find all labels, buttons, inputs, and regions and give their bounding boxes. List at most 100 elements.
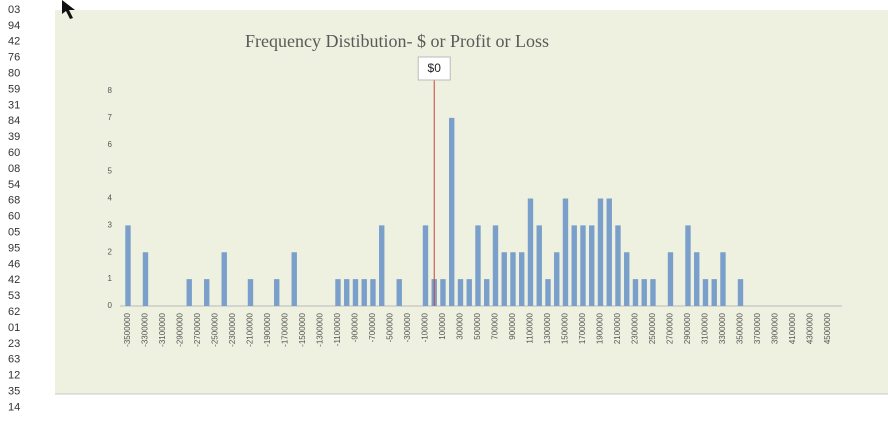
y-tick-label: 5 — [108, 167, 113, 176]
bar — [396, 279, 402, 306]
x-tick-label: 3900000 — [771, 312, 780, 344]
x-tick-label: -2900000 — [176, 312, 185, 346]
row-label: 60 — [8, 147, 20, 159]
row-label: 94 — [8, 20, 20, 32]
x-tick-label: 1700000 — [578, 312, 587, 344]
bar — [667, 252, 674, 306]
x-tick-label: -700000 — [368, 312, 377, 342]
row-label: 63 — [8, 354, 20, 366]
bar — [632, 279, 639, 306]
x-tick-label: -3500000 — [123, 312, 132, 346]
x-tick-label: -300000 — [403, 312, 412, 342]
bar — [466, 279, 472, 306]
chart-panel — [55, 10, 888, 394]
bar — [361, 279, 367, 306]
bar — [484, 279, 490, 306]
row-label: 46 — [8, 258, 20, 270]
x-tick-label: -3300000 — [141, 312, 150, 346]
bar — [571, 225, 577, 306]
x-tick-label: 100000 — [438, 312, 447, 339]
bar — [186, 279, 192, 306]
row-label: 35 — [8, 386, 20, 398]
x-tick-label: 900000 — [508, 312, 517, 339]
bar — [379, 225, 385, 306]
bar — [125, 225, 131, 306]
x-tick-label: 3700000 — [753, 312, 762, 344]
x-tick-label: -2100000 — [246, 312, 255, 346]
y-tick-label: 8 — [108, 86, 113, 95]
x-tick-label: -1700000 — [281, 312, 290, 346]
x-tick-label: 2700000 — [666, 312, 675, 344]
row-label: 42 — [8, 36, 20, 48]
y-tick-label: 7 — [108, 113, 113, 122]
x-tick-label: 2500000 — [648, 312, 657, 344]
bar — [606, 198, 612, 306]
bar — [562, 198, 569, 306]
annotation-box — [417, 56, 451, 81]
x-tick-label: 3100000 — [701, 312, 710, 344]
bar — [492, 225, 499, 306]
bar — [422, 225, 429, 306]
y-tick-label: 2 — [108, 247, 113, 256]
bar — [344, 279, 350, 306]
bar — [142, 252, 149, 306]
bar — [221, 252, 227, 306]
bar — [597, 198, 604, 306]
bar — [650, 279, 656, 306]
bar — [589, 225, 595, 306]
row-label: 80 — [8, 68, 20, 80]
bar — [370, 279, 376, 306]
x-tick-label: 4500000 — [823, 312, 832, 344]
row-label: 23 — [8, 338, 20, 350]
x-tick-label: -500000 — [386, 312, 395, 342]
x-tick-label: -900000 — [351, 312, 360, 342]
bar — [580, 225, 586, 306]
row-label: 68 — [8, 195, 20, 207]
bar — [335, 279, 341, 306]
x-tick-label: 2900000 — [683, 312, 692, 344]
x-tick-label: -1300000 — [316, 312, 325, 346]
bar — [274, 279, 280, 306]
bar — [685, 225, 691, 306]
annotation-label: $0 — [428, 61, 442, 75]
bar — [702, 279, 709, 306]
row-label: 39 — [8, 131, 20, 143]
row-label: 60 — [8, 211, 20, 223]
row-label: 12 — [8, 370, 20, 382]
x-tick-label: -1100000 — [333, 312, 342, 346]
row-label: 01 — [8, 322, 20, 334]
row-label: 05 — [8, 227, 20, 239]
row-label: 62 — [8, 306, 20, 318]
bar — [352, 279, 359, 306]
row-label: 31 — [8, 99, 20, 111]
row-label: 03 — [8, 4, 20, 16]
bar — [615, 225, 621, 306]
y-tick-label: 1 — [108, 274, 113, 283]
bar — [449, 117, 455, 306]
x-tick-label: -3100000 — [158, 312, 167, 346]
x-tick-label: -1500000 — [298, 312, 307, 346]
bar — [457, 279, 464, 306]
x-tick-label: 1300000 — [543, 312, 552, 344]
y-tick-label: 6 — [108, 140, 113, 149]
x-tick-label: -2700000 — [193, 312, 202, 346]
bar — [475, 225, 481, 306]
x-tick-label: -1900000 — [263, 312, 272, 346]
bar — [519, 252, 525, 306]
bar — [527, 198, 534, 306]
bar — [554, 252, 560, 306]
x-tick-label: 1100000 — [526, 312, 535, 343]
cursor — [62, 0, 75, 19]
x-tick-label: -100000 — [421, 312, 430, 342]
row-label: 08 — [8, 163, 20, 175]
y-tick-label: 0 — [108, 301, 113, 310]
row-label: 53 — [8, 290, 20, 302]
y-tick-label: 4 — [108, 194, 113, 203]
bar — [440, 279, 446, 306]
bar — [291, 252, 297, 306]
y-tick-label: 3 — [108, 220, 113, 229]
x-tick-label: 700000 — [491, 312, 500, 339]
row-label: 95 — [8, 242, 20, 254]
